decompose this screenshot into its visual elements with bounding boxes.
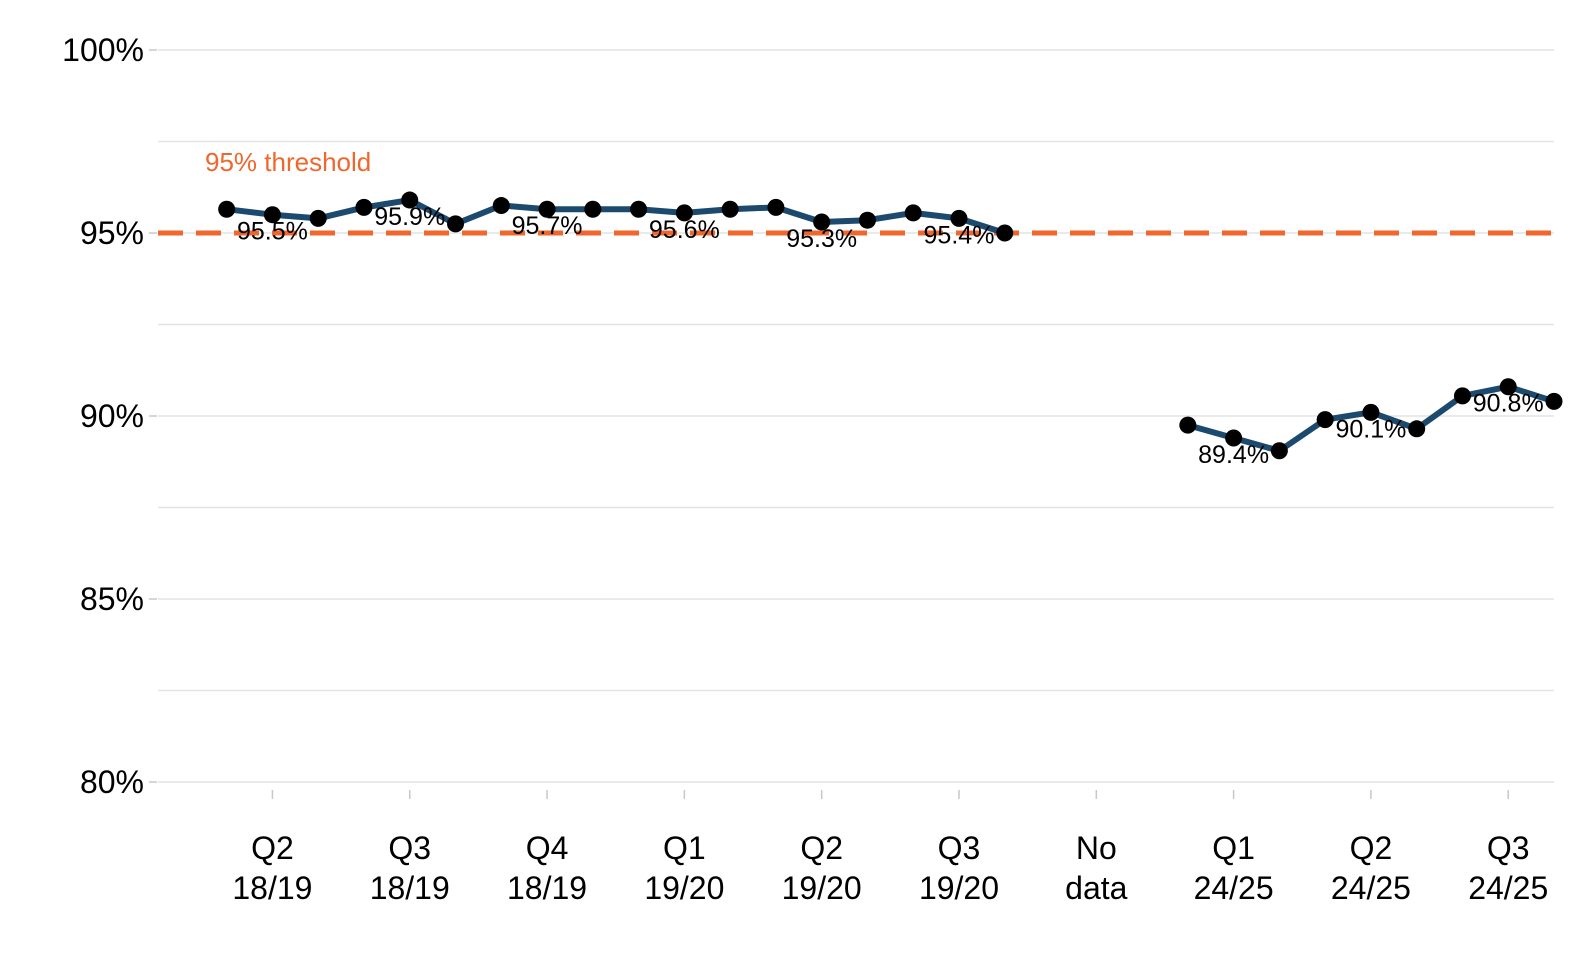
y-tick-label: 90%: [80, 398, 144, 434]
data-point: [996, 224, 1014, 242]
data-point: [1316, 411, 1334, 429]
x-tick-label: No: [1076, 830, 1117, 866]
x-tick-label: Q1: [663, 830, 706, 866]
y-tick-label: 95%: [80, 215, 144, 251]
x-tick-label: Q1: [1212, 830, 1255, 866]
x-tick-label: Q4: [526, 830, 569, 866]
data-point: [218, 200, 236, 218]
x-tick-label: 18/19: [232, 870, 312, 906]
data-point: [1179, 416, 1197, 434]
x-tick-label: 19/20: [919, 870, 999, 906]
data-point: [263, 206, 281, 224]
data-point: [309, 209, 327, 227]
x-tick-label: Q2: [800, 830, 843, 866]
data-label: 95.6%: [649, 216, 720, 244]
x-axis: Q2 18/19 Q3 18/19 Q4 18/19 Q1 19/20 Q2 19/20 Q3 19/…: [232, 790, 1548, 906]
threshold: 95% threshold: [158, 147, 1554, 236]
data-point: [492, 197, 510, 215]
data-label: 90.8%: [1473, 390, 1544, 418]
data-point: [858, 211, 876, 229]
data-point: [950, 209, 968, 227]
x-tick-label: Q3: [938, 830, 981, 866]
data-point: [675, 204, 693, 222]
data-point: [1270, 442, 1288, 460]
data-label: 95.5%: [237, 218, 308, 246]
data-label: 95.4%: [924, 221, 995, 249]
series-line: [223, 197, 1008, 236]
data-point: [1408, 420, 1426, 438]
x-tick-label: Q2: [1350, 830, 1393, 866]
data-point: [447, 215, 465, 233]
y-tick-label: 100%: [62, 32, 144, 68]
x-tick-label: Q3: [1487, 830, 1530, 866]
data-point: [1225, 429, 1243, 447]
x-tick-label: 19/20: [782, 870, 862, 906]
data-point: [355, 198, 373, 216]
data-point: [1362, 403, 1380, 421]
y-tick-label: 80%: [80, 764, 144, 800]
data-label: 95.7%: [512, 212, 583, 240]
x-tick-label: 18/19: [507, 870, 587, 906]
data-point: [538, 200, 556, 218]
x-tick-label: 19/20: [644, 870, 724, 906]
x-tick-label: 24/25: [1468, 870, 1548, 906]
data-labels: 95.5% 95.9% 95.7% 95.6% 95.3% 95.4% 89.4% 90.1%…: [237, 203, 1544, 469]
data-point: [904, 204, 922, 222]
x-tick-label: 24/25: [1194, 870, 1274, 906]
series: [218, 191, 1563, 460]
x-tick-label: Q2: [251, 830, 294, 866]
data-point: [584, 200, 602, 218]
x-tick-label: 24/25: [1331, 870, 1411, 906]
data-point: [401, 191, 419, 209]
data-point: [1453, 387, 1471, 405]
x-tick-label: Q3: [388, 830, 431, 866]
data-point: [1499, 378, 1517, 396]
data-label: 95.9%: [374, 203, 445, 231]
data-point: [767, 198, 785, 216]
threshold-label: 95% threshold: [205, 147, 371, 177]
data-label: 90.1%: [1335, 415, 1406, 443]
data-point: [1545, 392, 1563, 410]
data-point: [813, 213, 831, 231]
data-point: [721, 200, 739, 218]
data-label: 95.3%: [786, 225, 857, 253]
data-point: [630, 200, 648, 218]
y-axis: 100% 95% 90% 85% 80%: [62, 32, 157, 800]
x-tick-label: 18/19: [370, 870, 450, 906]
data-label: 89.4%: [1198, 441, 1269, 469]
y-tick-label: 85%: [80, 581, 144, 617]
x-tick-label: data: [1065, 870, 1127, 906]
